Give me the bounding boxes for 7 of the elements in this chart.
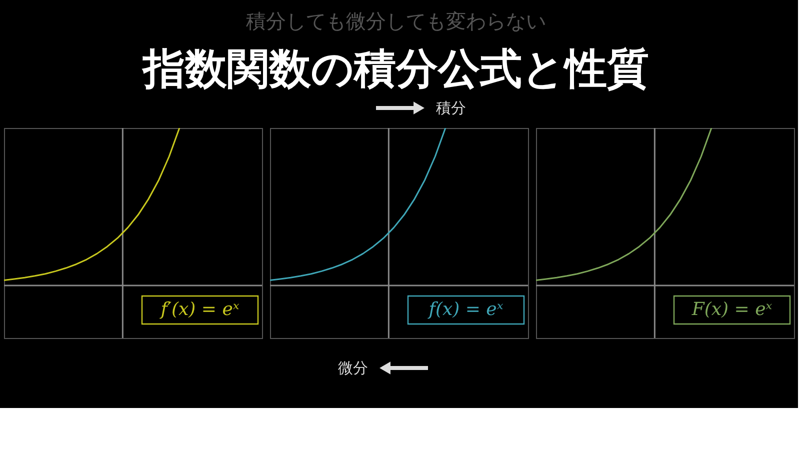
text: f′(x) = eˣ [158,299,240,320]
text: F(x) = eˣ [690,299,773,320]
text: f(x) = eˣ [426,299,504,320]
text: 指数関数の積分公式と性質 [141,44,649,93]
text: 積分 [436,99,466,117]
text: 微分 [338,359,368,377]
text: 積分しても微分しても変わらない [246,9,546,33]
